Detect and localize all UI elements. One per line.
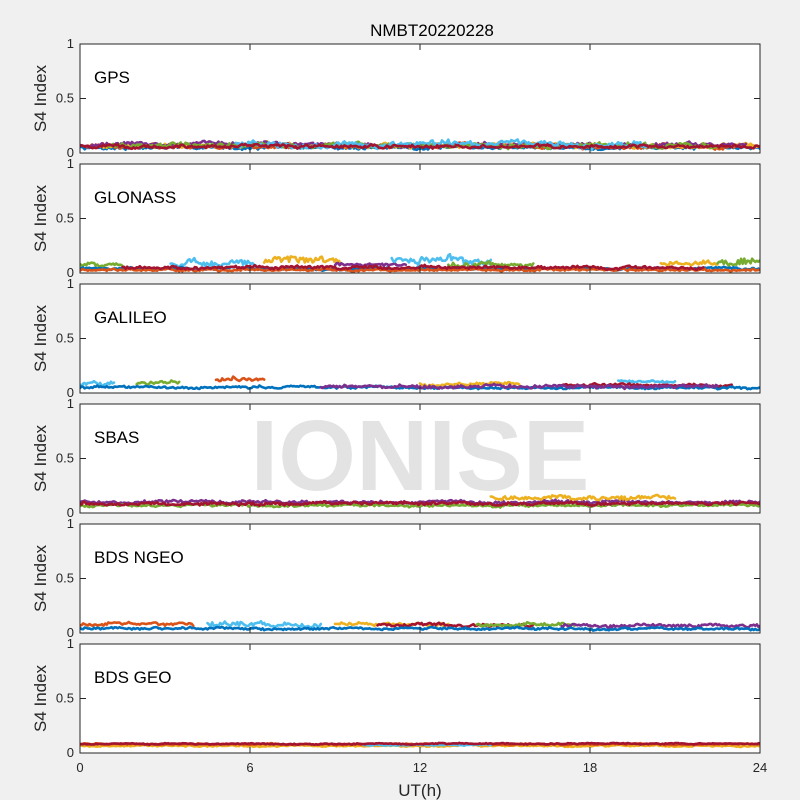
figure-title: NMBT20220228 (370, 21, 494, 40)
panel-label: BDS NGEO (94, 548, 184, 567)
y-axis-label: S4 Index (31, 544, 50, 612)
y-tick-label: 1 (67, 36, 74, 51)
panels: 0 0.5 1 S4 Index GPS 0 0.5 1 S4 Index GLONASS 0 0.5… (31, 36, 761, 760)
series-track (80, 498, 760, 506)
series-track (206, 619, 323, 629)
panel-galileo: 0 0.5 1 S4 Index GALILEO (31, 276, 761, 400)
y-tick-label: 0 (67, 625, 74, 640)
panel-label: GPS (94, 68, 130, 87)
panel-label: GALILEO (94, 308, 167, 327)
data-tracks (80, 138, 760, 152)
series-track (80, 379, 116, 388)
y-tick-label: 1 (67, 396, 74, 411)
series-track (716, 257, 760, 268)
series-track (80, 620, 195, 628)
series-track (560, 622, 760, 630)
series-track (214, 375, 266, 383)
y-axis-label: S4 Index (31, 424, 50, 492)
y-tick-label: 0 (67, 265, 74, 280)
plot-area (80, 524, 760, 633)
data-tracks (80, 493, 760, 509)
series-track (333, 261, 408, 268)
y-tick-label: 0.5 (56, 691, 74, 706)
y-tick-label: 0 (67, 385, 74, 400)
y-axis-label: S4 Index (31, 304, 50, 372)
y-tick-label: 0 (67, 505, 74, 520)
panel-bds-geo: 0 0.5 1 S4 Index BDS GEO (31, 636, 761, 760)
panel-label: GLONASS (94, 188, 176, 207)
panel-gps: 0 0.5 1 S4 Index GPS (31, 36, 761, 160)
plot-area (80, 44, 760, 153)
plot-area (80, 404, 760, 513)
series-track (333, 620, 450, 628)
panel-sbas: 0 0.5 1 S4 Index SBAS (31, 396, 761, 520)
series-track (80, 499, 760, 508)
series-track (418, 380, 521, 389)
x-tick-label: 18 (583, 760, 597, 775)
panel-glonass: 0 0.5 1 S4 Index GLONASS (31, 156, 761, 280)
panel-label: BDS GEO (94, 668, 171, 687)
data-tracks (80, 619, 760, 632)
y-tick-label: 0 (67, 145, 74, 160)
plot-area (80, 284, 760, 393)
x-axis: 0 6 12 18 24 (76, 760, 767, 775)
series-track (489, 493, 677, 502)
y-axis-label: S4 Index (31, 64, 50, 132)
y-tick-label: 1 (67, 516, 74, 531)
plot-area (80, 164, 760, 273)
y-tick-label: 0.5 (56, 451, 74, 466)
watermark: IONISE (251, 400, 590, 512)
series-track (121, 263, 705, 272)
y-tick-label: 0.5 (56, 331, 74, 346)
series-track (475, 620, 578, 628)
panel-bds-ngeo: 0 0.5 1 S4 Index BDS NGEO (31, 516, 761, 640)
x-tick-label: 24 (753, 760, 767, 775)
y-tick-label: 0.5 (56, 211, 74, 226)
y-tick-label: 0.5 (56, 91, 74, 106)
data-tracks (80, 741, 760, 749)
y-axis-label: S4 Index (31, 184, 50, 252)
x-tick-label: 12 (413, 760, 427, 775)
plot-area (80, 644, 760, 753)
series-track (80, 261, 124, 268)
series-track (616, 379, 677, 385)
y-axis-label: S4 Index (31, 664, 50, 732)
series-track (659, 259, 719, 267)
series-track (262, 255, 343, 267)
series-track (390, 252, 493, 267)
series-track (319, 382, 719, 391)
x-axis-label: UT(h) (398, 781, 441, 800)
x-tick-label: 0 (76, 760, 83, 775)
y-tick-label: 0 (67, 745, 74, 760)
x-tick-label: 6 (246, 760, 253, 775)
series-track (80, 743, 760, 749)
series-track (135, 379, 181, 387)
y-tick-label: 1 (67, 156, 74, 171)
y-tick-label: 1 (67, 276, 74, 291)
series-track (80, 741, 760, 747)
y-tick-label: 0.5 (56, 571, 74, 586)
panel-label: SBAS (94, 428, 139, 447)
y-tick-label: 1 (67, 636, 74, 651)
